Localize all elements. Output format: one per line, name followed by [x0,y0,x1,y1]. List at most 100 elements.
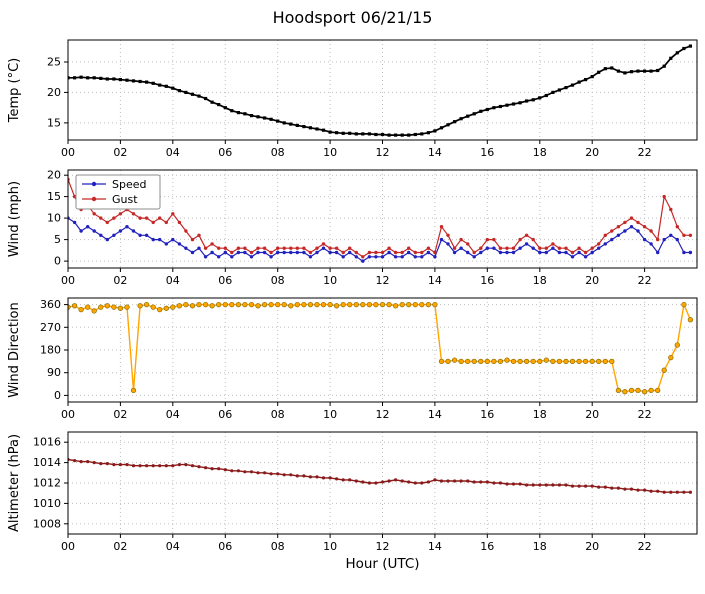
data-marker [73,76,77,80]
data-marker [682,250,686,255]
data-marker [420,481,424,485]
data-marker [99,233,103,237]
x-tick-label: 16 [480,274,494,287]
data-marker [230,109,234,113]
data-marker [590,250,594,255]
data-marker [544,250,548,255]
data-marker [295,474,299,478]
data-marker [584,78,588,82]
data-marker [177,463,181,467]
x-tick-label: 22 [638,408,652,421]
data-marker [656,250,660,255]
data-marker [314,301,320,308]
data-marker [569,358,576,365]
legend-label: Speed [112,178,146,191]
data-marker [327,301,333,308]
data-marker [452,250,457,255]
data-marker [400,255,404,259]
legend-swatch-marker [91,196,97,202]
data-marker [576,358,582,365]
data-marker [124,304,130,310]
data-marker [543,357,549,363]
data-marker [616,69,620,73]
data-marker [498,250,503,255]
data-marker [137,303,143,309]
x-tick-label: 20 [585,540,599,553]
data-marker [176,303,183,309]
y-tick-label: 20 [47,169,61,182]
data-marker [92,76,96,80]
data-marker [328,476,332,480]
data-marker [557,88,561,92]
data-marker [662,64,666,68]
x-tick-label: 10 [323,540,337,553]
x-tick-label: 00 [61,274,75,287]
data-marker [86,76,90,80]
data-marker [235,301,242,308]
data-marker [643,69,647,73]
data-marker [281,301,287,308]
data-marker [597,246,601,250]
data-marker [203,255,208,259]
data-marker [112,463,116,467]
data-marker [510,358,517,365]
x-tick-label: 04 [166,408,180,421]
data-marker [348,478,352,482]
data-marker [71,303,78,309]
data-marker [98,304,104,310]
data-marker [151,464,155,468]
data-marker [387,479,391,483]
data-marker [150,304,156,310]
data-marker [400,133,404,137]
y-tick-label: 25 [47,56,61,69]
data-marker [438,358,445,365]
data-marker [649,229,653,233]
data-marker [458,358,464,365]
data-marker [295,123,299,127]
data-marker [675,237,679,242]
data-marker [361,132,365,136]
data-marker [204,96,208,101]
data-marker [130,387,137,394]
data-marker [687,317,694,323]
data-marker [446,233,450,237]
data-marker [511,482,516,486]
data-marker [564,483,568,487]
x-tick-label: 10 [323,274,337,287]
data-marker [217,467,221,471]
data-marker [453,479,457,483]
data-marker [420,132,424,136]
series-line-temp [68,45,691,136]
data-marker [597,485,601,489]
x-tick-label: 10 [323,408,337,421]
data-marker [333,303,340,309]
data-marker [190,250,195,255]
data-marker [393,250,398,255]
data-marker [531,98,535,102]
data-marker [295,246,299,250]
data-marker [105,237,110,242]
data-marker [335,477,339,481]
y-axis-label-wind: Wind (mph) [7,180,22,258]
data-marker [222,301,228,308]
x-tick-label: 16 [480,146,494,159]
data-marker [413,250,417,255]
data-marker [204,466,208,470]
data-marker [518,246,522,250]
data-marker [118,212,123,216]
data-marker [589,358,595,365]
x-tick-label: 22 [638,146,652,159]
data-marker [354,132,358,136]
data-marker [125,225,129,229]
data-marker [629,70,634,74]
data-marker [210,250,214,255]
data-marker [117,305,124,311]
data-marker [636,220,640,225]
data-marker [145,80,149,84]
data-marker [623,220,627,225]
data-marker [91,308,97,314]
data-marker [531,483,535,487]
data-marker [275,301,281,308]
data-marker [92,461,96,465]
data-marker [643,488,647,492]
